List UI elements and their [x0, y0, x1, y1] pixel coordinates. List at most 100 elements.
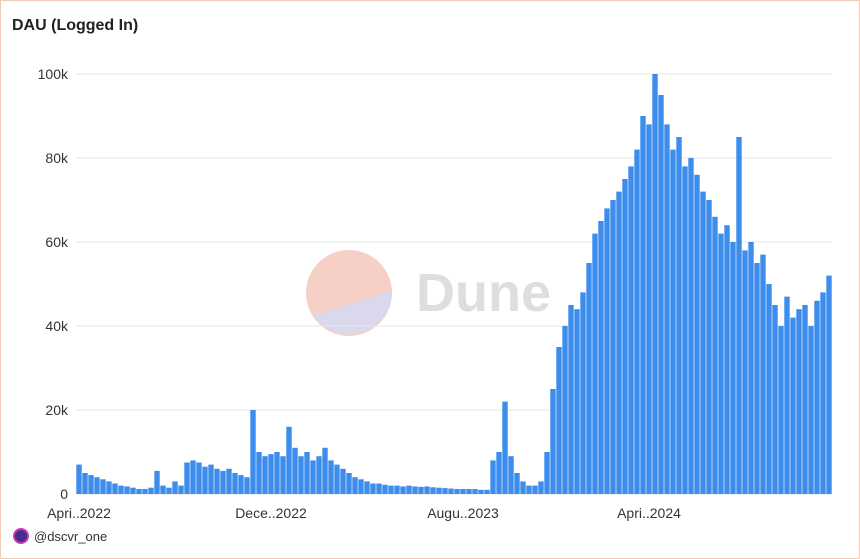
- bar: [472, 488, 478, 494]
- watermark: Dune: [416, 263, 551, 323]
- bar: [364, 481, 370, 494]
- bar: [586, 263, 592, 494]
- bar: [478, 489, 484, 494]
- bar: [778, 326, 784, 494]
- bar: [490, 460, 496, 494]
- bar: [400, 486, 406, 494]
- bar: [82, 473, 88, 494]
- bar: [412, 486, 418, 494]
- y-tick-label: 0: [60, 486, 68, 502]
- bar: [124, 486, 130, 494]
- y-tick-label: 60k: [45, 234, 69, 250]
- bar: [790, 317, 796, 494]
- bar: [544, 452, 550, 494]
- bar: [700, 191, 706, 494]
- bar: [286, 426, 292, 494]
- bar: [154, 470, 160, 494]
- bar: [298, 456, 304, 494]
- bar: [766, 284, 772, 494]
- y-tick-label: 80k: [45, 150, 69, 166]
- bar: [550, 389, 556, 494]
- bar: [604, 208, 610, 494]
- bar: [316, 456, 322, 494]
- bar: [610, 200, 616, 494]
- bar: [88, 475, 94, 494]
- bar: [202, 466, 208, 494]
- bar: [94, 477, 100, 494]
- bar: [394, 485, 400, 494]
- bar: [688, 158, 694, 494]
- bar: [622, 179, 628, 494]
- bar: [502, 401, 508, 494]
- bar: [148, 487, 154, 494]
- bar: [592, 233, 598, 494]
- bar: [334, 464, 340, 494]
- bar: [520, 481, 526, 494]
- bar: [388, 485, 394, 494]
- bar: [346, 473, 352, 494]
- bar: [748, 242, 754, 494]
- y-tick-label: 20k: [45, 402, 69, 418]
- bar: [178, 485, 184, 494]
- bar: [274, 452, 280, 494]
- bar: [310, 460, 316, 494]
- bar: [724, 225, 730, 494]
- bar: [232, 473, 238, 494]
- bar: [208, 464, 214, 494]
- bar: [142, 488, 148, 494]
- bar: [382, 484, 388, 494]
- bar: [652, 74, 658, 494]
- bar: [226, 468, 232, 494]
- bar: [280, 456, 286, 494]
- bar: [136, 488, 142, 494]
- y-tick-label: 40k: [45, 318, 69, 334]
- chart-title: DAU (Logged In): [12, 17, 138, 34]
- bar: [730, 242, 736, 494]
- bar: [418, 486, 424, 494]
- bar: [814, 300, 820, 494]
- bar: [514, 473, 520, 494]
- bar: [598, 221, 604, 494]
- bar: [568, 305, 574, 494]
- bar: [130, 487, 136, 494]
- bar: [640, 116, 646, 494]
- bar: [442, 488, 448, 494]
- bar: [556, 347, 562, 494]
- bar: [526, 485, 532, 494]
- bar: [772, 305, 778, 494]
- bar: [436, 487, 442, 494]
- bar: [742, 250, 748, 494]
- bar: [802, 305, 808, 494]
- bar: [268, 454, 274, 494]
- bar: [826, 275, 832, 494]
- bar: [424, 486, 430, 494]
- bar: [460, 488, 466, 494]
- bar: [220, 470, 226, 494]
- watermark-logo-part: [313, 291, 393, 335]
- bar: [538, 481, 544, 494]
- bar: [166, 487, 172, 494]
- bar: [736, 137, 742, 494]
- bar: [784, 296, 790, 494]
- bar: [448, 488, 454, 494]
- bar: [118, 485, 124, 494]
- bar: [250, 410, 256, 494]
- bar: [580, 292, 586, 494]
- bar: [628, 166, 634, 494]
- bar: [718, 233, 724, 494]
- bar: [172, 481, 178, 494]
- bar: [496, 452, 502, 494]
- bar: [112, 483, 118, 494]
- x-tick-label: Apri..2022: [47, 505, 111, 521]
- bar: [106, 481, 112, 494]
- bar: [76, 464, 82, 494]
- bar: [712, 216, 718, 495]
- bar: [562, 326, 568, 494]
- bar: [196, 462, 202, 494]
- bar: [322, 447, 328, 494]
- bar: [454, 488, 460, 494]
- bar: [406, 485, 412, 494]
- bar: [682, 166, 688, 494]
